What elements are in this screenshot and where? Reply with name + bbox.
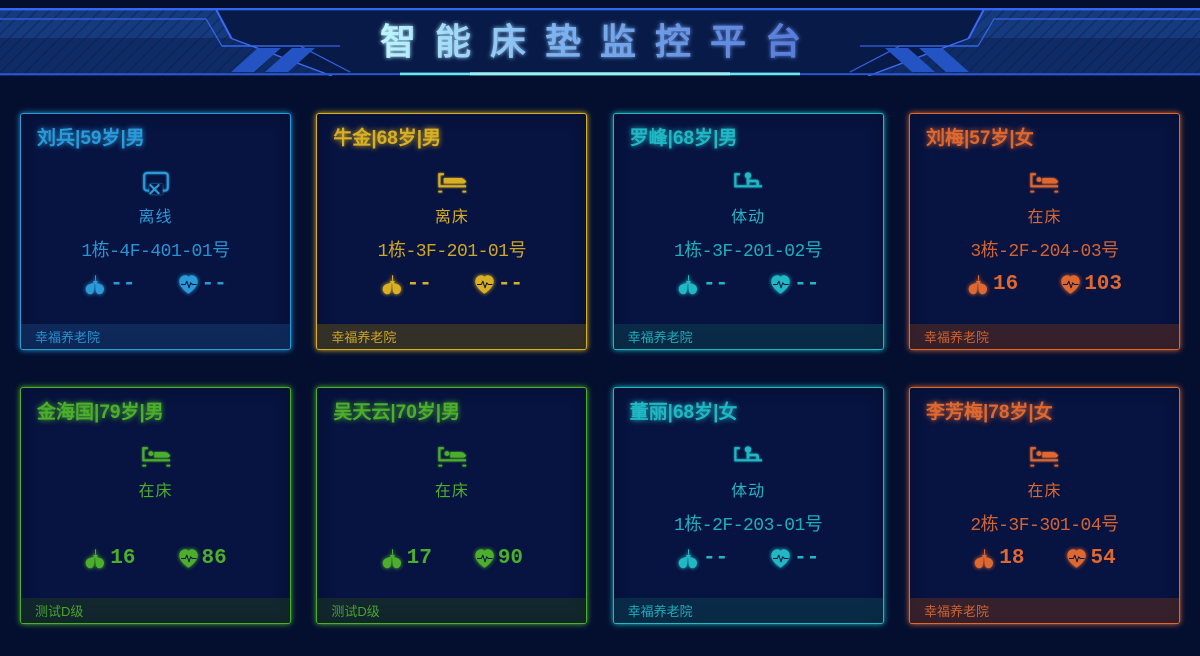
svg-text:智能床垫监控平台: 智能床垫监控平台 bbox=[380, 21, 820, 62]
